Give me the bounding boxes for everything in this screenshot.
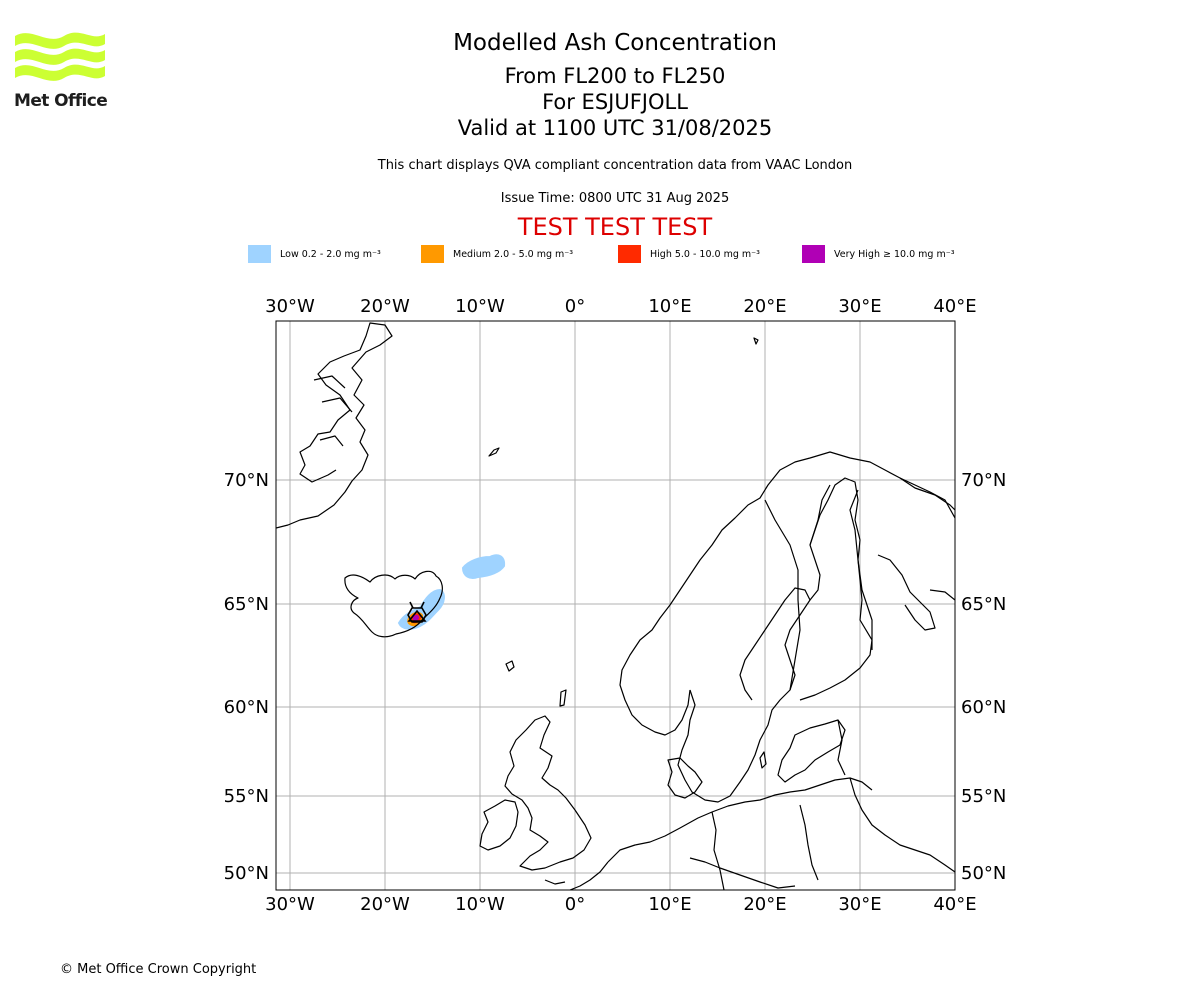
- compliance-note: This chart displays QVA compliant concen…: [377, 158, 853, 173]
- lon-label-bottom-0: 0°: [565, 894, 585, 915]
- lon-label-top-0: 0°: [565, 296, 585, 317]
- coast-finland: [799, 477, 873, 701]
- coast-ireland: [479, 799, 519, 851]
- lon-label-top-20e: 20°E: [743, 296, 786, 317]
- lat-label-right-70n: 70°N: [961, 470, 1006, 491]
- lon-label-top-10e: 10°E: [648, 296, 691, 317]
- border-finland-russia: [849, 489, 873, 650]
- met-office-logo-icon: [15, 32, 105, 81]
- coast-gotland: [759, 751, 767, 769]
- coast-greenland-fjord-1: [313, 375, 346, 389]
- ash-very-high-area: [413, 614, 419, 621]
- map-grid: [276, 321, 955, 890]
- lon-label-bottom-40e: 40°E: [933, 894, 976, 915]
- lat-label-left-70n: 70°N: [224, 470, 269, 491]
- coast-baltic-states: [777, 719, 846, 783]
- map-frame: [275, 320, 956, 891]
- legend-item-high: High 5.0 - 10.0 mg m⁻³: [618, 244, 760, 264]
- flight-levels: From FL200 to FL250: [504, 64, 726, 88]
- border-belarus-russia: [849, 777, 955, 873]
- lon-label-bottom-30e: 30°E: [838, 894, 881, 915]
- lon-labels-top: 30°W 20°W 10°W 0° 10°E 20°E 30°E 40°E: [265, 296, 976, 317]
- lat-label-right-50n: 50°N: [961, 863, 1006, 884]
- map-content: [276, 322, 955, 890]
- coast-faroes: [505, 660, 515, 672]
- legend: Low 0.2 - 2.0 mg m⁻³ Medium 2.0 - 5.0 mg…: [0, 244, 1200, 264]
- coast-bear-island: [753, 337, 759, 345]
- lon-label-bottom-10w: 10°W: [455, 894, 505, 915]
- coast-norway: [619, 451, 955, 736]
- issue-time: Issue Time: 0800 UTC 31 Aug 2025: [500, 191, 730, 206]
- volcano-name: For ESJUFJOLL: [542, 90, 688, 114]
- legend-item-low: Low 0.2 - 2.0 mg m⁻³: [248, 244, 381, 264]
- coastlines: [276, 322, 955, 890]
- lat-label-right-65n: 65°N: [961, 594, 1006, 615]
- legend-label-very-high: Very High ≥ 10.0 mg m⁻³: [834, 248, 955, 260]
- coast-greenland: [276, 322, 393, 529]
- coast-kanin: [929, 589, 955, 601]
- lon-label-top-40e: 40°E: [933, 296, 976, 317]
- lat-label-right-60n: 60°N: [961, 697, 1006, 718]
- ash-low-plume-north: [461, 554, 506, 579]
- border-germany-poland: [711, 811, 725, 890]
- volcano-marker: [407, 601, 427, 623]
- logo-text: Met Office: [14, 91, 108, 111]
- legend-label-medium: Medium 2.0 - 5.0 mg m⁻³: [453, 248, 574, 260]
- hexagon-volcano-icon: [407, 607, 427, 623]
- border-poland-east: [799, 804, 819, 881]
- legend-label-high: High 5.0 - 10.0 mg m⁻³: [650, 248, 760, 260]
- lon-labels-bottom: 30°W 20°W 10°W 0° 10°E 20°E 30°E 40°E: [265, 894, 976, 915]
- ash-low-plume-iceland: [397, 588, 445, 630]
- coast-iceland: [344, 570, 443, 638]
- border-central-europe: [689, 857, 796, 889]
- border-sweden-finland: [809, 484, 831, 546]
- legend-swatch-medium: [421, 245, 444, 263]
- lon-label-top-30w: 30°W: [265, 296, 315, 317]
- test-banner: TEST TEST TEST: [517, 213, 713, 241]
- coast-baltic: [677, 587, 811, 803]
- legend-swatch-high: [618, 245, 641, 263]
- legend-item-very-high: Very High ≥ 10.0 mg m⁻³: [802, 244, 955, 264]
- coast-kola: [899, 477, 955, 511]
- border-baltics-russia: [837, 719, 846, 776]
- lat-label-left-60n: 60°N: [224, 697, 269, 718]
- coast-france-north: [544, 879, 566, 885]
- border-norway-sweden: [764, 499, 801, 691]
- lon-label-bottom-20w: 20°W: [360, 894, 410, 915]
- volcano-plume-line-2: [420, 601, 425, 609]
- legend-swatch-very-high: [802, 245, 825, 263]
- chart-title: Modelled Ash Concentration: [453, 30, 777, 56]
- volcano-triangle-icon: [407, 609, 427, 622]
- lon-label-top-20w: 20°W: [360, 296, 410, 317]
- lat-labels-right: 70°N 65°N 60°N 55°N 50°N: [961, 470, 1006, 884]
- legend-swatch-low: [248, 245, 271, 263]
- lon-label-bottom-10e: 10°E: [648, 894, 691, 915]
- coast-jan-mayen: [488, 447, 500, 457]
- volcano-plume-line-1: [409, 601, 414, 609]
- coast-russia-white-sea: [877, 554, 936, 631]
- coast-denmark: [667, 757, 703, 799]
- coast-great-britain: [504, 715, 592, 871]
- coast-greenland-fjord-3: [319, 435, 344, 447]
- legend-item-medium: Medium 2.0 - 5.0 mg m⁻³: [421, 244, 573, 264]
- lat-label-left-55n: 55°N: [224, 786, 269, 807]
- copyright-notice: © Met Office Crown Copyright: [60, 962, 257, 977]
- lon-label-top-30e: 30°E: [838, 296, 881, 317]
- lon-label-top-10w: 10°W: [455, 296, 505, 317]
- coast-greenland-fjord-2: [321, 397, 353, 413]
- coast-low-countries: [569, 861, 609, 890]
- lat-label-right-55n: 55°N: [961, 786, 1006, 807]
- lat-labels-left: 70°N 65°N 60°N 55°N 50°N: [224, 470, 269, 884]
- valid-time: Valid at 1100 UTC 31/08/2025: [457, 116, 773, 140]
- coast-continent: [607, 777, 873, 863]
- lon-label-bottom-30w: 30°W: [265, 894, 315, 915]
- lon-label-bottom-20e: 20°E: [743, 894, 786, 915]
- lat-label-left-65n: 65°N: [224, 594, 269, 615]
- coast-shetland: [559, 689, 567, 707]
- lat-label-left-50n: 50°N: [224, 863, 269, 884]
- legend-label-low: Low 0.2 - 2.0 mg m⁻³: [280, 248, 381, 260]
